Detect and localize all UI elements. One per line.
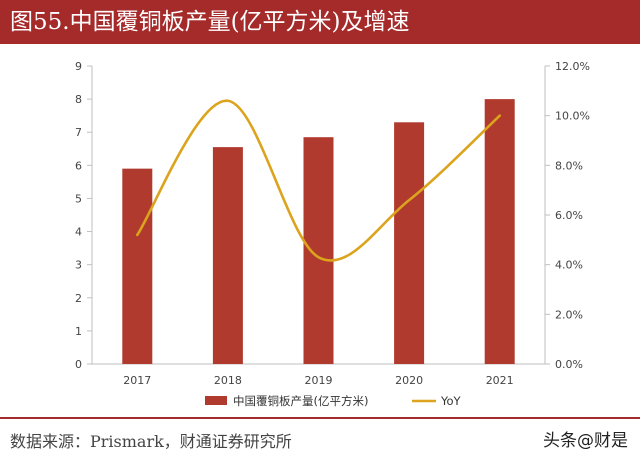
watermark: 头条@财是 — [543, 431, 628, 451]
left-tick-label: 1 — [75, 325, 82, 338]
right-tick-label: 2.0% — [555, 308, 583, 321]
legend-line-label: YoY — [440, 394, 462, 408]
left-axis-ticks: 0 1 2 3 4 5 6 7 8 9 — [75, 60, 92, 371]
left-tick-label: 3 — [75, 259, 82, 272]
right-tick-label: 4.0% — [555, 259, 583, 272]
x-tick-label: 2019 — [305, 374, 333, 387]
right-tick-label: 8.0% — [555, 159, 583, 172]
x-tick-label: 2021 — [486, 374, 514, 387]
left-tick-label: 2 — [75, 292, 82, 305]
source-note: 数据来源：Prismark，财通证券研究所 — [10, 432, 292, 451]
bar-2017 — [122, 168, 153, 364]
left-tick-label: 9 — [75, 60, 82, 73]
right-tick-label: 12.0% — [555, 60, 590, 73]
bar-2018 — [212, 147, 243, 364]
left-tick-label: 7 — [75, 126, 82, 139]
bar-2019 — [303, 137, 334, 364]
right-tick-label: 10.0% — [555, 110, 590, 123]
bar-series — [122, 99, 515, 365]
right-tick-label: 6.0% — [555, 209, 583, 222]
left-tick-label: 8 — [75, 93, 82, 106]
x-axis-labels: 2017 2018 2019 2020 2021 — [123, 374, 513, 387]
legend-bar-label: 中国覆铜板产量(亿平方米) — [233, 394, 368, 408]
x-tick-label: 2017 — [123, 374, 151, 387]
legend: 中国覆铜板产量(亿平方米) YoY — [205, 394, 462, 408]
left-tick-label: 6 — [75, 159, 82, 172]
right-tick-label: 0.0% — [555, 358, 583, 371]
x-tick-label: 2020 — [395, 374, 423, 387]
bar-2021 — [484, 99, 515, 364]
left-tick-label: 5 — [75, 192, 82, 205]
source-divider — [0, 417, 640, 419]
chart: 0 1 2 3 4 5 6 7 8 9 0.0% 2.0% 4.0% 6.0% 8.0% 10.0% 12.0… — [75, 60, 590, 408]
title-bar: 图55.中国覆铜板产量(亿平方米)及增速 — [0, 0, 640, 44]
x-tick-label: 2018 — [214, 374, 242, 387]
right-axis-ticks: 0.0% 2.0% 4.0% 6.0% 8.0% 10.0% 12.0% — [545, 60, 590, 371]
left-tick-label: 0 — [75, 358, 82, 371]
legend-bar-swatch — [205, 396, 227, 405]
bar-2020 — [394, 122, 425, 365]
page-title: 图55.中国覆铜板产量(亿平方米)及增速 — [10, 9, 410, 35]
yoy-line — [136, 99, 501, 262]
left-tick-label: 4 — [75, 226, 82, 239]
